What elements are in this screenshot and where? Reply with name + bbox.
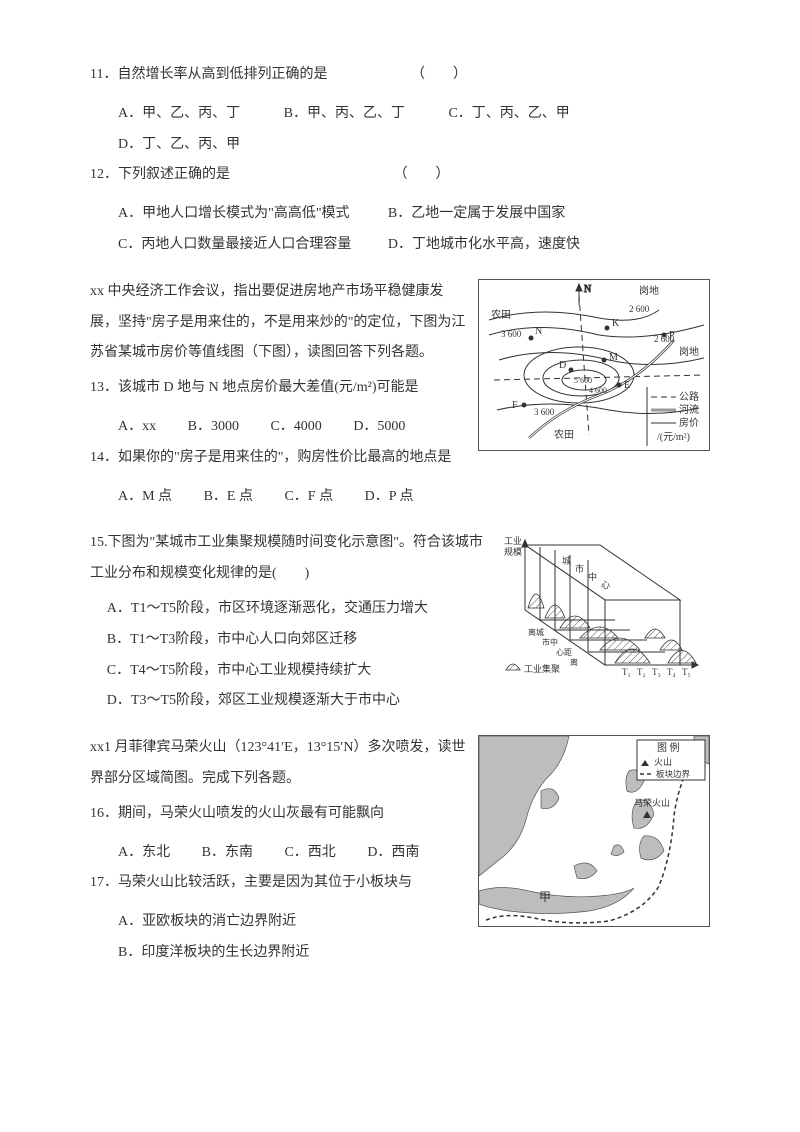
q13-opt-a: A．xx (118, 412, 156, 443)
t1: T₁ (622, 667, 631, 677)
t2: T₂ (637, 667, 646, 677)
n3600b: 3 600 (534, 407, 555, 417)
q14-opt-d: D．P 点 (365, 482, 414, 513)
q11-opt-c: C．丁、丙、乙、甲 (448, 99, 569, 130)
q12-opt-c: C．丙地人口数量最接近人口合理容量 (118, 230, 384, 261)
axis2-label4: 离 (570, 657, 578, 667)
t4: T₄ (667, 667, 676, 677)
q16-opt-d: D．西南 (367, 838, 419, 869)
axis2-label2: 市中 (542, 637, 558, 647)
legend-title: 图 例 (657, 741, 680, 754)
lbl-cheng: 城 (562, 556, 571, 566)
q11-options: A．甲、乙、丙、丁 B．甲、丙、乙、丁 C．丁、丙、乙、甲 D．丁、乙、丙、甲 (90, 99, 710, 161)
q13-opt-c: C．4000 (270, 412, 321, 443)
legend-volcano: 火山 (654, 757, 672, 767)
q13-opt-d: D．5000 (353, 412, 405, 443)
n2600b: 2 600 (654, 334, 675, 344)
legend-boundary: 板块边界 (656, 769, 691, 779)
q14-opt-c: C．F 点 (284, 482, 333, 513)
volcano-region-map: 甲 马荣火山 图 例 火山 板块边界 (478, 735, 710, 927)
industrial-scale-diagram: 工业 规模 城 市 中 心 离城 市中 心距 离 T₁ T₂ T₃ T₄ T₅ … (500, 530, 710, 680)
q13-opt-b: B．3000 (188, 412, 239, 443)
q11-opt-a: A．甲、乙、丙、丁 (118, 99, 240, 130)
housing-price-map: N 岗地 岗地 农田 农田 3 6 (478, 279, 710, 451)
q14-opt-a: A．M 点 (118, 482, 172, 513)
nN: N (535, 326, 542, 337)
q12-text: 12．下列叙述正确的是 (90, 167, 230, 182)
q15-opt-d: D．T3～T5阶段，郊区工业规模逐渐大于市中心 (107, 686, 710, 717)
q12-opt-d: D．丁地城市化水平高，速度快 (388, 230, 654, 261)
q14-opt-b: B．E 点 (204, 482, 253, 513)
nE: E (624, 380, 630, 391)
lbl-zhong: 中 (588, 571, 597, 582)
q14-options: A．M 点 B．E 点 C．F 点 D．P 点 (90, 482, 710, 513)
q12-options: A．甲地人口增长模式为"高高低"模式 B．乙地一定属于发展中国家 C．丙地人口数… (90, 199, 710, 261)
lbl-shi: 市 (575, 563, 584, 574)
gang-right-label: 岗地 (679, 345, 699, 358)
nF: F (512, 400, 518, 411)
legend-industrial: 工业集聚 (524, 663, 560, 674)
t5: T₅ (682, 667, 691, 677)
n2600a: 2 600 (629, 304, 650, 314)
legend-road: 公路 (679, 390, 699, 403)
jia-label: 甲 (539, 890, 551, 904)
q11-opt-d: D．丁、乙、丙、甲 (118, 130, 240, 161)
north-label: N (584, 284, 591, 295)
gang-top-label: 岗地 (639, 284, 659, 297)
q17-opt-b: B．印度洋板块的生长边界附近 (118, 938, 309, 969)
q12-paren: （ ） (394, 167, 450, 182)
legend-river: 河流 (679, 403, 699, 416)
yaxis-label1: 工业 (504, 536, 522, 546)
q16-opt-c: C．西北 (284, 838, 335, 869)
lbl-xin: 心 (601, 580, 610, 590)
q11-text: 11．自然增长率从高到低排列正确的是 (90, 67, 327, 82)
n3600l: 3 600 (501, 329, 522, 339)
nK: K (612, 318, 620, 329)
n4600: 4 600 (589, 386, 607, 395)
volcano-name: 马荣火山 (634, 797, 670, 808)
q17-opt-a: A．亚欧板块的消亡边界附近 (118, 907, 296, 938)
legend-unit: /(元/m²) (657, 432, 690, 443)
q16-opt-a: A．东北 (118, 838, 170, 869)
question-12: 12．下列叙述正确的是 （ ） (90, 160, 710, 191)
legend-price: 房价 (679, 416, 699, 429)
q16-opt-b: B．东南 (202, 838, 253, 869)
nM: M (609, 352, 618, 363)
nong-left-label: 农田 (491, 308, 511, 321)
q11-paren: （ ） (411, 67, 467, 82)
nong-bottom-label: 农田 (554, 428, 574, 441)
q11-opt-b: B．甲、丙、乙、丁 (284, 99, 405, 130)
yaxis-label2: 规模 (504, 547, 522, 557)
q12-opt-a: A．甲地人口增长模式为"高高低"模式 (118, 199, 384, 230)
nD: D (559, 360, 566, 371)
t3: T₃ (652, 667, 661, 677)
n5600: 5 600 (574, 376, 592, 385)
question-11: 11．自然增长率从高到低排列正确的是 （ ） (90, 60, 710, 91)
axis2-label: 离城 (528, 627, 544, 637)
axis2-label3: 心距 (556, 648, 572, 657)
q12-opt-b: B．乙地一定属于发展中国家 (388, 199, 654, 230)
